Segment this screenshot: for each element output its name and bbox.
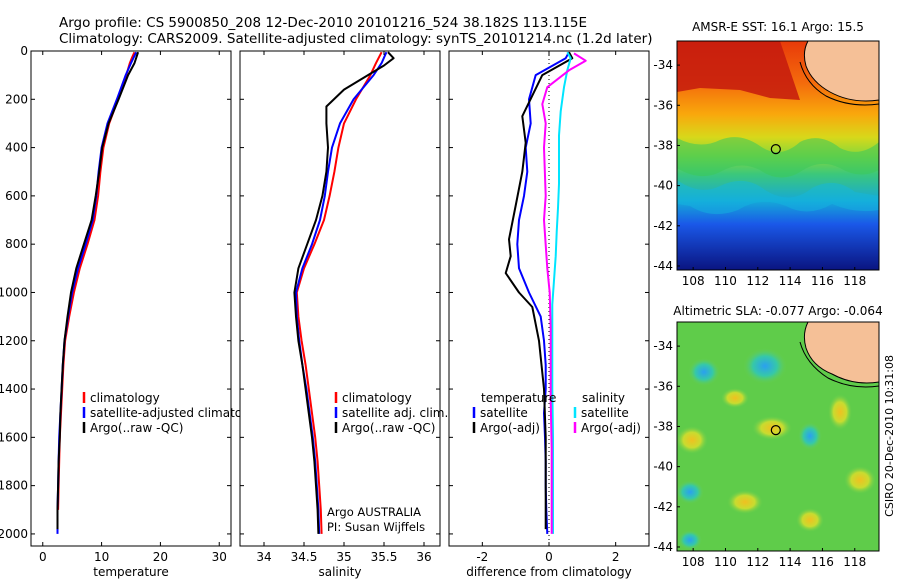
x-tick-label: 2 — [612, 550, 620, 564]
x-tick-label: 34 — [256, 550, 271, 564]
argo-float-location-marker — [770, 144, 781, 155]
y-tick-label: 1600 — [0, 430, 28, 444]
legend-entry: Argo(..raw -QC) — [342, 421, 435, 435]
sst-map-title: AMSR-E SST: 16.1 Argo: 15.5 — [692, 20, 864, 34]
map-y-tick-label: -44 — [653, 259, 673, 273]
sst-field — [677, 41, 879, 270]
map-y-tick-label: -42 — [653, 500, 673, 514]
salinity-profile-panel: 34 34.5 35 35.5 36 salinity climatologysatel… — [239, 50, 448, 579]
x-tick-label: 0 — [545, 550, 553, 564]
legend-entry: Argo(-adj) — [480, 421, 540, 435]
legend-entry: Argo(..raw -QC) — [90, 421, 183, 435]
map-x-tick-label: 118 — [843, 274, 866, 288]
y-tick-label: 200 — [5, 92, 28, 106]
map-y-tick-label: -44 — [653, 540, 673, 554]
legend-entry: Argo(-adj) — [581, 421, 641, 435]
platform-annotation-line2: PI: Susan Wijffels — [327, 520, 425, 534]
map-x-tick-label: 108 — [682, 274, 705, 288]
map-y-tick-label: -34 — [653, 339, 673, 353]
x-tick-label: 20 — [153, 550, 168, 564]
map-x-tick-label: 116 — [811, 555, 834, 569]
legend-entry: satellite — [480, 406, 528, 420]
sla-field — [677, 322, 879, 551]
platform-annotation-line1: Argo AUSTRALIA — [327, 505, 421, 519]
sst-map-panel: AMSR-E SST: 16.1 Argo: 15.5 108 110 112 114… — [653, 20, 880, 288]
map-y-tick-label: -34 — [653, 58, 673, 72]
legend-entry: climatology — [90, 391, 160, 405]
temperature-xlabel: temperature — [93, 565, 168, 579]
sst-map-frame — [676, 40, 880, 271]
x-tick-label: 10 — [94, 550, 109, 564]
salinity-series-line-2 — [293, 51, 395, 534]
sst-land-mask — [803, 41, 879, 102]
x-tick-label: 30 — [212, 550, 227, 564]
map-x-tick-label: 112 — [746, 274, 769, 288]
difference-profile-panel: -2 0 2 difference from climatology tempera… — [448, 50, 650, 579]
figure-title-line1: Argo profile: CS 5900850_208 12-Dec-2010… — [59, 15, 587, 31]
legend-entry: satellite adj. clim. — [342, 406, 448, 420]
map-x-tick-label: 114 — [779, 555, 802, 569]
y-tick-label: 1800 — [0, 479, 28, 493]
map-y-tick-label: -38 — [653, 419, 673, 433]
sla-land-mask — [803, 322, 879, 384]
sla-map-panel: Altimetric SLA: -0.077 Argo: -0.064 108 1… — [653, 304, 882, 569]
legend-entry: satellite — [581, 406, 629, 420]
x-tick-label: -2 — [476, 550, 488, 564]
sla-map-title: Altimetric SLA: -0.077 Argo: -0.064 — [673, 304, 882, 318]
legend-header-salinity: salinity — [582, 391, 625, 405]
y-tick-label: 600 — [5, 189, 28, 203]
temperature-series-line-2 — [56, 51, 140, 530]
y-tick-label: 800 — [5, 237, 28, 251]
map-x-tick-label: 110 — [714, 274, 737, 288]
map-y-tick-label: -38 — [653, 138, 673, 152]
x-tick-label: 35.5 — [371, 550, 398, 564]
map-x-tick-label: 108 — [682, 555, 705, 569]
map-y-tick-label: -40 — [653, 179, 673, 193]
y-tick-label: 1400 — [0, 382, 28, 396]
argo-float-location-marker — [770, 425, 781, 436]
x-tick-label: 34.5 — [291, 550, 318, 564]
x-tick-label: 35 — [336, 550, 351, 564]
sla-map-frame — [676, 321, 880, 552]
salinity-plot-frame — [239, 50, 441, 547]
x-tick-label: 0 — [39, 550, 47, 564]
side-timestamp: CSIRO 20-Dec-2010 10:31:08 — [883, 355, 896, 517]
map-y-tick-label: -40 — [653, 460, 673, 474]
salinity-series-line-0 — [295, 51, 383, 534]
figure-title-line2: Climatology: CARS2009. Satellite-adjuste… — [59, 31, 652, 47]
legend-entry: satellite-adjusted climatology — [90, 406, 268, 420]
difference-xlabel: difference from climatology — [466, 565, 632, 579]
map-x-tick-label: 118 — [843, 555, 866, 569]
y-tick-label: 0 — [20, 44, 28, 58]
temperature-profile-panel: 0 10 20 30 0 200 400 600 800 1000 1200 1400 1600 1800… — [0, 44, 268, 579]
y-tick-label: 2000 — [0, 527, 28, 541]
salinity-xlabel: salinity — [318, 565, 361, 579]
map-x-tick-label: 112 — [746, 555, 769, 569]
temperature-plot-frame — [30, 50, 232, 547]
map-y-tick-label: -36 — [653, 98, 673, 112]
map-x-tick-label: 116 — [811, 274, 834, 288]
legend-entry: climatology — [342, 391, 412, 405]
map-x-tick-label: 110 — [714, 555, 737, 569]
map-y-tick-label: -36 — [653, 379, 673, 393]
map-x-tick-label: 114 — [779, 274, 802, 288]
difference-series-line-2 — [551, 51, 572, 534]
x-tick-label: 36 — [416, 550, 431, 564]
difference-series-line-1 — [504, 51, 574, 530]
difference-series-line-3 — [541, 52, 587, 534]
map-y-tick-label: -42 — [653, 219, 673, 233]
y-tick-label: 1000 — [0, 285, 28, 299]
y-tick-label: 400 — [5, 141, 28, 155]
legend-header-temperature: temperature — [481, 391, 556, 405]
y-tick-label: 1200 — [0, 334, 28, 348]
